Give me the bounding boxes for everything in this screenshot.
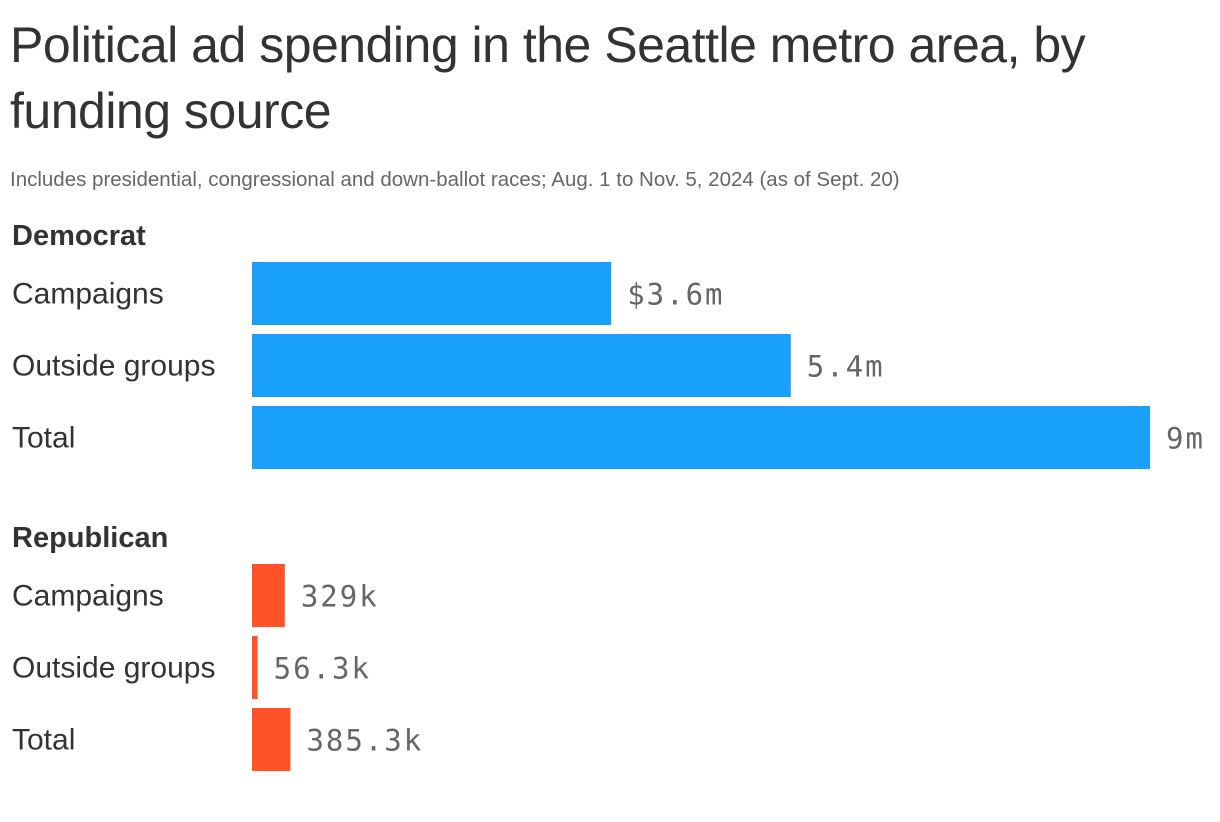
category-label-democrat-campaigns: Campaigns: [12, 278, 164, 311]
bar-republican-outside-groups: [252, 636, 258, 699]
bar-democrat-campaigns: [252, 262, 612, 325]
bar-democrat-outside-groups: [252, 334, 791, 397]
value-label-republican-outside-groups: 56.3k: [274, 652, 371, 686]
value-label-democrat-outside-groups: 5.4m: [807, 350, 885, 384]
category-label-republican-total: Total: [12, 724, 75, 757]
category-label-democrat-total: Total: [12, 422, 75, 455]
bar-republican-total: [252, 708, 291, 771]
category-label-democrat-outside-groups: Outside groups: [12, 350, 215, 383]
group-label-democrat: Democrat: [12, 220, 146, 252]
value-label-republican-campaigns: 329k: [301, 580, 379, 614]
bar-democrat-total: [252, 406, 1150, 469]
category-label-republican-campaigns: Campaigns: [12, 580, 164, 613]
chart-subtitle: Includes presidential, congressional and…: [10, 168, 900, 191]
chart-title: Political ad spending in the Seattle met…: [10, 17, 1086, 139]
value-label-democrat-campaigns: $3.6m: [627, 278, 724, 312]
value-label-republican-total: 385.3k: [306, 724, 423, 758]
bar-republican-campaigns: [252, 564, 285, 627]
group-label-republican: Republican: [12, 522, 168, 554]
value-label-democrat-total: 9m: [1166, 422, 1205, 456]
category-label-republican-outside-groups: Outside groups: [12, 652, 215, 685]
